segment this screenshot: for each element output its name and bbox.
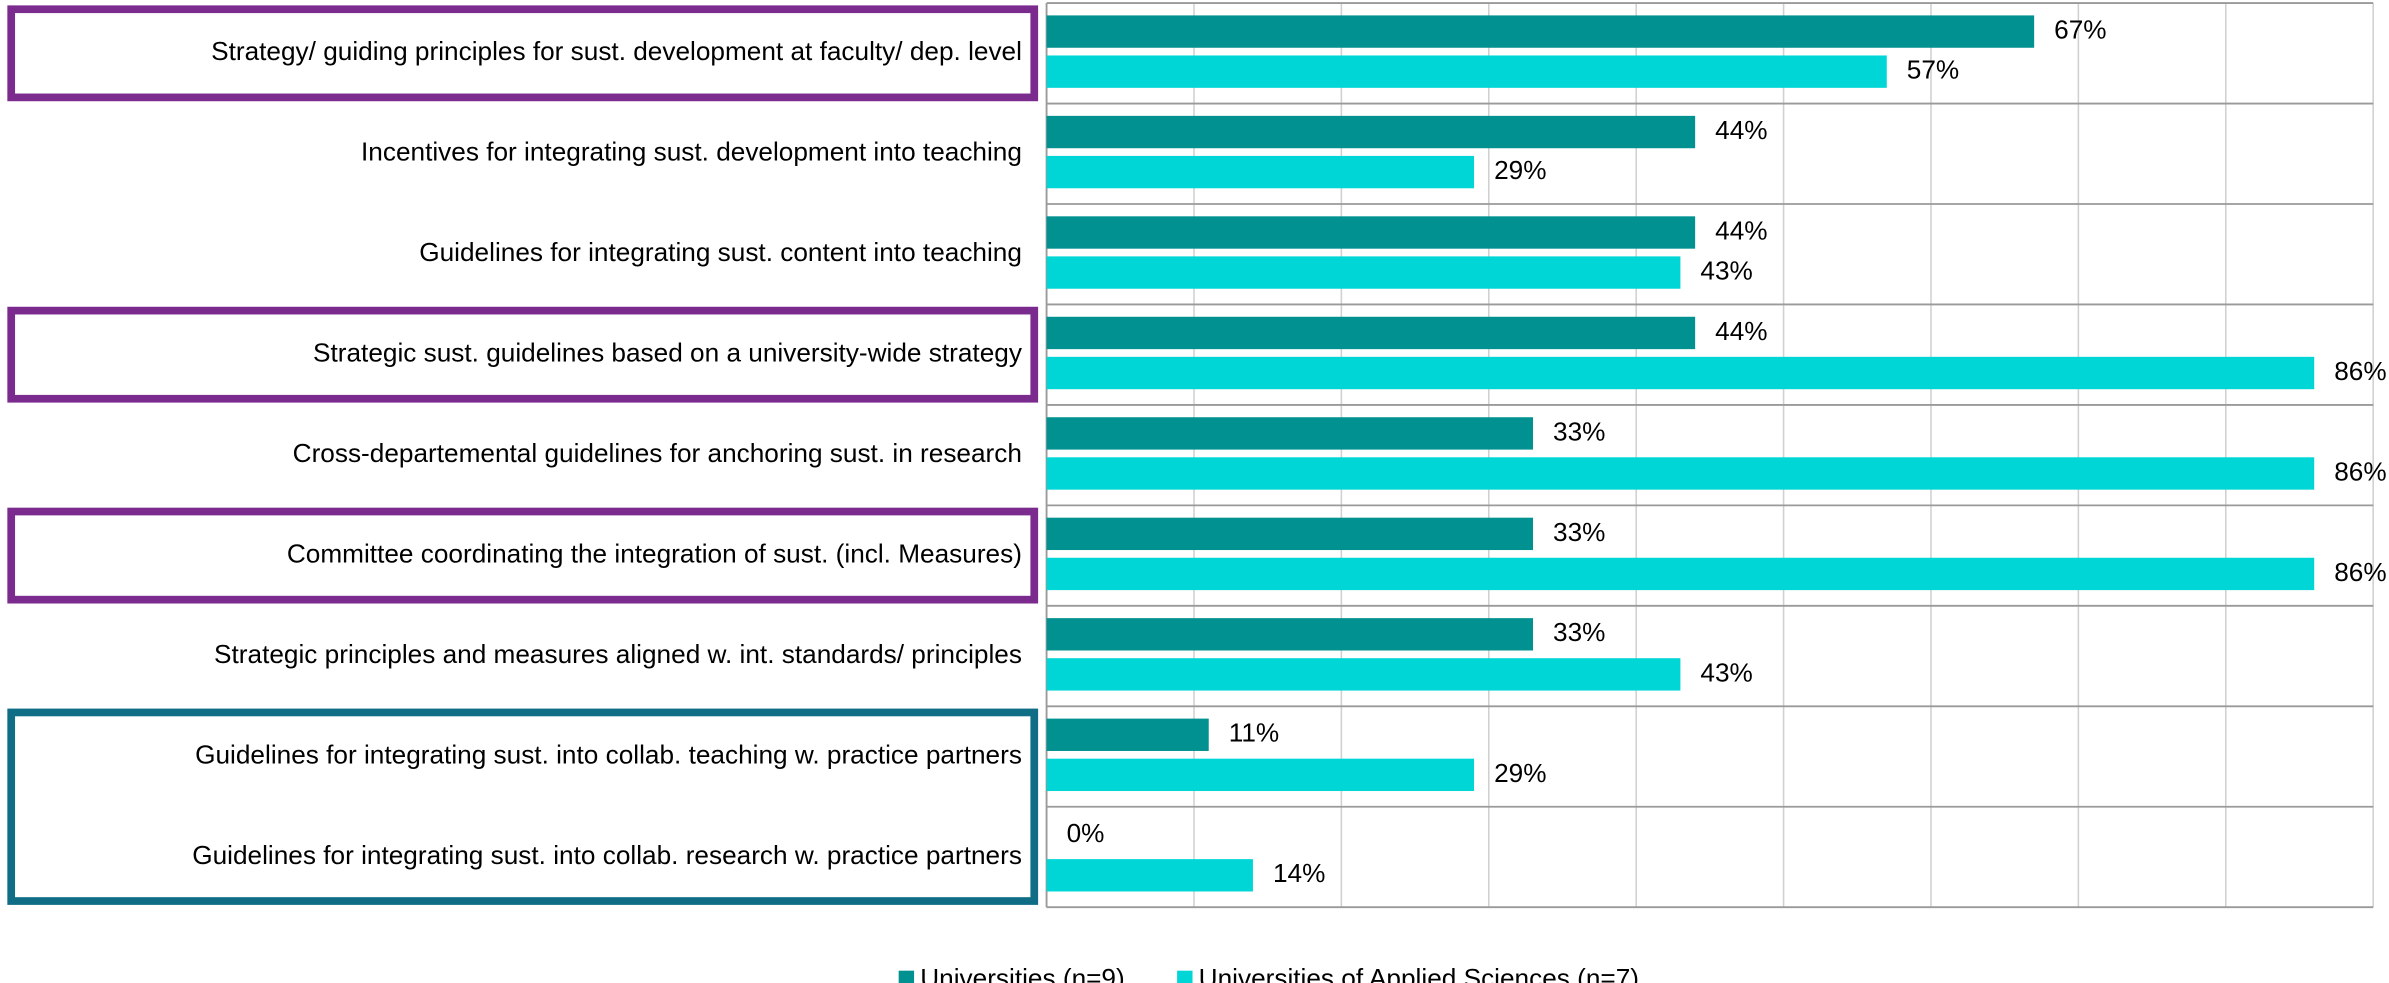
highlight-box (7, 507, 1039, 604)
bar (1046, 356, 2315, 390)
value-label: 33% (1553, 517, 1605, 547)
category-label: Guidelines for integrating sust. into co… (195, 739, 1022, 769)
value-label: 44% (1715, 115, 1767, 145)
bar (1046, 216, 1696, 249)
category-label: Guidelines for integrating sust. into co… (192, 840, 1022, 870)
category-label: Incentives for integrating sust. develop… (361, 137, 1022, 167)
bar (1046, 557, 2315, 591)
bar (1046, 718, 1209, 751)
value-label: 44% (1715, 215, 1767, 245)
bar (1046, 55, 1887, 88)
value-label: 67% (2054, 15, 2106, 45)
legend-label: Universities (n=9) (920, 963, 1124, 983)
legend-label: Universities of Applied Sciences (n=7) (1199, 963, 1639, 983)
value-label: 86% (2334, 356, 2386, 386)
highlight-box (7, 5, 1039, 102)
bar (1046, 658, 1681, 691)
value-label: 44% (1715, 316, 1767, 346)
highlight-box (7, 306, 1039, 403)
bar (1046, 758, 1475, 792)
highlight-box (7, 708, 1039, 905)
value-label: 0% (1067, 818, 1105, 848)
bar (1046, 618, 1534, 651)
bar (1046, 316, 1696, 350)
value-label: 33% (1553, 617, 1605, 647)
value-label: 14% (1273, 858, 1325, 888)
category-label: Strategic principles and measures aligne… (214, 639, 1022, 669)
value-label: 86% (2334, 456, 2386, 486)
category-label: Guidelines for integrating sust. content… (419, 237, 1022, 267)
category-label: Committee coordinating the integration o… (287, 539, 1022, 569)
value-label: 29% (1494, 155, 1546, 185)
category-label: Strategy/ guiding principles for sust. d… (211, 36, 1022, 66)
bar (1046, 115, 1696, 149)
legend-swatch (898, 970, 915, 983)
bar (1046, 256, 1681, 289)
value-label: 57% (1907, 55, 1959, 85)
bar (1046, 417, 1534, 450)
value-label: 33% (1553, 416, 1605, 446)
value-label: 86% (2334, 557, 2386, 587)
category-label: Strategic sust. guidelines based on a un… (313, 338, 1023, 368)
bar (1046, 457, 2315, 490)
category-label: Cross-departemental guidelines for ancho… (293, 438, 1022, 468)
value-label: 43% (1700, 255, 1752, 285)
value-label: 43% (1700, 657, 1752, 687)
bar (1046, 517, 1534, 551)
bar (1046, 859, 1253, 892)
value-label: 29% (1494, 758, 1546, 788)
legend-swatch (1177, 970, 1193, 983)
value-label: 11% (1229, 718, 1279, 748)
bar (1046, 155, 1475, 189)
bar (1046, 15, 2035, 48)
